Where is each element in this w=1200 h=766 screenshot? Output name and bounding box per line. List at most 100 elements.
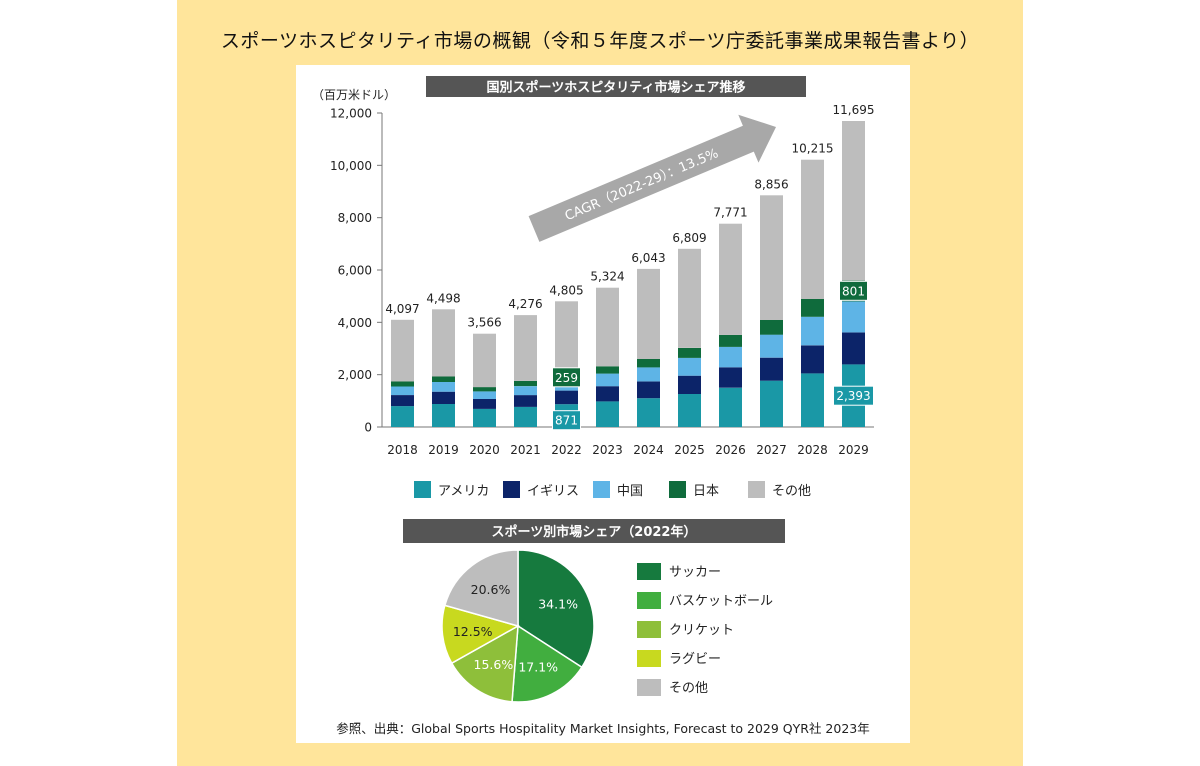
legend-swatch [414,481,431,498]
bar-total-label: 5,324 [590,270,624,284]
x-tick-label: 2020 [469,443,500,457]
cagr-arrow [528,114,776,242]
data-label: 871 [555,414,578,428]
x-tick-label: 2029 [838,443,869,457]
bar-segment [391,381,414,387]
y-tick-label: 6,000 [338,264,372,278]
background-panel: スポーツホスピタリティ市場の概観（令和５年度スポーツ庁委託事業成果報告書より） … [177,0,1023,766]
pie-legend-label: クリケット [669,623,734,638]
bar-segment [391,406,414,427]
pie-legend-swatch [637,621,661,638]
bar-segment [514,406,537,427]
bar-segment [555,301,578,374]
pie-legend-swatch [637,592,661,609]
x-tick-label: 2027 [756,443,787,457]
pie-legend-label: ラグビー [669,652,721,667]
y-tick-label: 10,000 [330,159,372,173]
bar-segment [473,391,496,399]
bar-segment [637,381,660,399]
bar-segment [596,287,619,367]
legend-label: イギリス [527,484,579,499]
pie-chart-title: スポーツ別市場シェア（2022年） [492,524,697,540]
bar-total-label: 4,276 [508,297,542,311]
bar-segment [719,223,742,335]
pie-legend-swatch [637,679,661,696]
pie-legend-swatch [637,650,661,667]
bar-segment [760,380,783,427]
data-label: 2,393 [836,389,870,403]
bar-segment [473,333,496,388]
bar-segment [637,367,660,382]
bar-chart-title: 国別スポーツホスピタリティ市場シェア推移 [487,80,746,96]
bar-segment [432,391,455,404]
bar-segment [514,380,537,387]
chart-card: 国別スポーツホスピタリティ市場シェア推移 （百万米ドル） 0 2,000 4,000 6,… [296,65,910,743]
bar-segment [842,121,865,281]
bar-segment [637,359,660,368]
bar-segment [432,382,455,392]
bar-total-label: 7,771 [713,206,747,220]
bar-segment [801,159,824,299]
data-label-box [833,385,874,406]
pie-slice-label: 20.6% [471,582,511,597]
bar-segment [842,332,865,365]
bar-segment [514,315,537,381]
bar-segment [678,248,701,348]
bar-segment [637,398,660,427]
x-tick-label: 2021 [510,443,541,457]
bar-segment [596,401,619,427]
bar-segment [555,390,578,405]
pie-legend-label: サッカー [669,565,721,580]
bar-segment [719,346,742,368]
bar-segment [760,357,783,381]
bar-total-label: 11,695 [833,103,875,117]
bar-segment [678,375,701,394]
bar-chart-title-bg [426,76,806,97]
bar-segment [391,319,414,382]
data-label-box [839,280,868,301]
bar-segment [432,404,455,427]
data-label: 801 [842,284,865,298]
bar-total-label: 8,856 [754,177,788,191]
legend-swatch [503,481,520,498]
pie-slice-label: 12.5% [453,624,493,639]
bar-segment [760,195,783,320]
x-tick-label: 2018 [387,443,418,457]
bar-segment [719,387,742,428]
bar-segment [719,334,742,347]
data-label-box [552,367,581,388]
bar-segment [473,387,496,392]
bar-segment [801,316,824,346]
bar-segment [432,376,455,382]
bar-total-label: 4,805 [549,283,583,297]
bar-segment [514,395,537,407]
x-tick-label: 2022 [551,443,582,457]
bar-segment [637,268,660,359]
x-tick-label: 2026 [715,443,746,457]
legend-swatch [593,481,610,498]
source-note: 参照、出典：Global Sports Hospitality Market I… [336,721,870,736]
bar-segment [801,373,824,427]
bar-segment [596,386,619,402]
bar-segment [391,386,414,395]
legend-label: アメリカ [438,484,489,499]
x-tick-label: 2023 [592,443,623,457]
bar-segment [596,366,619,374]
bar-total-label: 10,215 [792,142,834,156]
x-tick-label: 2024 [633,443,664,457]
y-tick-label: 2,000 [338,368,372,382]
bar-segment [514,386,537,396]
bar-segment [801,299,824,317]
y-tick-label: 8,000 [338,211,372,225]
bar-segment [678,357,701,376]
bar-segment [596,373,619,387]
x-tick-label: 2025 [674,443,705,457]
bar-segment [391,395,414,407]
bar-total-label: 3,566 [467,316,501,330]
bar-segment [719,367,742,388]
pie-chart-title-bg [403,519,785,543]
pie-legend-label: バスケットボール [669,594,773,609]
legend-swatch [748,481,765,498]
cagr-annotation: CAGR（2022-29）：13.5% [563,146,721,224]
y-tick-label: 0 [364,421,372,435]
